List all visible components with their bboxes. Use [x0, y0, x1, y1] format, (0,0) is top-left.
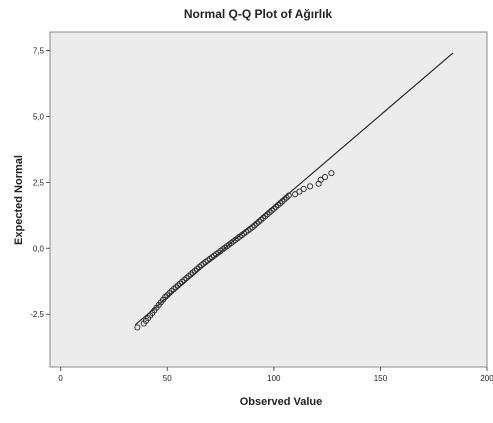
y-axis: -2,5 0,0 2,5 5,0 7,5	[30, 46, 50, 319]
data-point	[285, 192, 292, 199]
points-group	[134, 170, 335, 331]
plot-area	[49, 31, 488, 368]
data-point	[307, 183, 314, 190]
data-point	[321, 174, 329, 181]
chart-title: Normal Q-Q Plot of Ağırlık	[184, 7, 333, 21]
x-tick-label: 150	[374, 374, 388, 383]
x-axis: 0 50 100 150 200	[58, 367, 493, 383]
x-tick-label: 0	[58, 374, 63, 383]
reference-line	[134, 52, 454, 326]
data-point	[292, 191, 299, 198]
data-point	[317, 176, 324, 183]
data-point	[328, 170, 335, 177]
y-tick-label: -2,5	[30, 310, 44, 319]
x-axis-label: Observed Value	[240, 396, 323, 408]
y-tick-label: 0,0	[33, 244, 45, 253]
x-tick-label: 100	[267, 374, 281, 383]
x-tick-label: 200	[480, 374, 493, 383]
y-tick-label: 2,5	[33, 178, 45, 187]
x-tick-label: 50	[163, 374, 172, 383]
data-point	[134, 324, 141, 331]
y-axis-label: Expected Normal	[13, 155, 25, 245]
data-point	[296, 188, 303, 195]
y-tick-label: 7,5	[33, 46, 45, 55]
reference-line-group	[134, 52, 454, 326]
y-tick-label: 5,0	[33, 112, 45, 121]
data-point	[300, 185, 307, 192]
